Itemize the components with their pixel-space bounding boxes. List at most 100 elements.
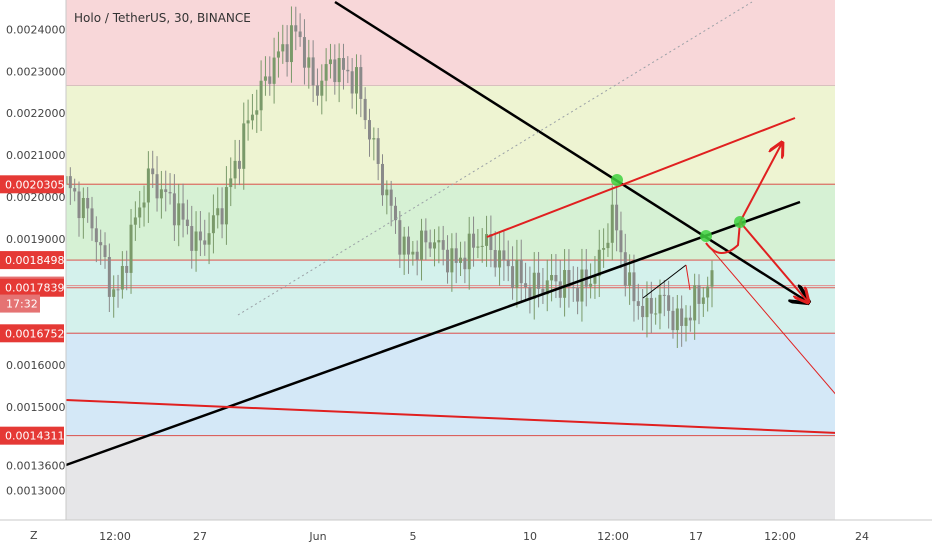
candle-body bbox=[242, 123, 246, 169]
candle-body bbox=[376, 138, 380, 164]
fib-zone bbox=[66, 184, 835, 261]
candle-body bbox=[632, 272, 636, 302]
candle-body bbox=[571, 287, 575, 289]
candle-body bbox=[554, 275, 558, 282]
candle-body bbox=[233, 160, 237, 179]
x-tick-label: 27 bbox=[193, 530, 207, 543]
bullish-arrow[interactable] bbox=[739, 143, 782, 223]
candle-body bbox=[68, 176, 72, 189]
candle-body bbox=[142, 202, 146, 208]
candle-body bbox=[593, 276, 597, 284]
price-tag[interactable] bbox=[0, 278, 64, 297]
price-tag-label: 0.0014311 bbox=[5, 430, 65, 443]
candle-body bbox=[658, 294, 662, 314]
candle-body bbox=[576, 287, 580, 302]
candle-body bbox=[298, 31, 302, 38]
candle-body bbox=[294, 25, 298, 32]
candle-body bbox=[181, 203, 185, 220]
red-channel-line[interactable] bbox=[486, 117, 796, 238]
candle-body bbox=[116, 289, 120, 291]
candle-body bbox=[263, 76, 267, 81]
ascending-support-trendline[interactable] bbox=[65, 200, 801, 467]
candle-body bbox=[272, 57, 276, 84]
countdown-label: 17:32 bbox=[6, 298, 38, 311]
candle-body bbox=[385, 189, 389, 196]
axis-scale-button[interactable]: Z bbox=[30, 529, 38, 542]
red-long-trendline[interactable] bbox=[65, 399, 932, 438]
candle-body bbox=[337, 58, 341, 83]
candle-body bbox=[367, 120, 371, 140]
candle-body bbox=[433, 242, 437, 249]
candle-body bbox=[489, 234, 493, 250]
touch-point-marker[interactable] bbox=[611, 174, 623, 186]
y-tick-label: 0.0020000 bbox=[6, 191, 66, 204]
y-tick-label: 0.0015000 bbox=[6, 401, 66, 414]
candle-body bbox=[589, 283, 593, 287]
candle-body bbox=[354, 67, 358, 94]
candle-body bbox=[675, 308, 679, 331]
candle-body bbox=[459, 257, 463, 263]
candle-body bbox=[324, 64, 328, 81]
candle-body bbox=[211, 215, 215, 234]
candle-body bbox=[185, 219, 189, 227]
candle-body bbox=[437, 240, 441, 243]
candle-body bbox=[537, 272, 541, 289]
candle-body bbox=[645, 297, 649, 318]
candle-body bbox=[289, 25, 293, 63]
candle-body bbox=[307, 57, 311, 68]
price-tag[interactable] bbox=[0, 324, 64, 343]
candle-body bbox=[86, 197, 90, 209]
candle-body bbox=[320, 80, 324, 96]
price-tag[interactable] bbox=[0, 175, 64, 194]
candle-body bbox=[164, 189, 168, 193]
price-tag[interactable] bbox=[0, 251, 64, 270]
candle-body bbox=[133, 217, 137, 225]
candle-body bbox=[615, 204, 619, 231]
price-tag[interactable] bbox=[0, 426, 64, 445]
candle-body bbox=[567, 270, 571, 288]
candle-body bbox=[125, 265, 129, 273]
candle-body bbox=[216, 208, 220, 216]
candle-body bbox=[532, 272, 536, 299]
candle-body bbox=[545, 280, 549, 295]
touch-point-marker[interactable] bbox=[734, 216, 746, 228]
candle-body bbox=[73, 188, 77, 192]
price-tag-label: 0.0020305 bbox=[5, 178, 65, 191]
candle-body bbox=[268, 76, 272, 84]
candle-body bbox=[129, 224, 133, 273]
candle-body bbox=[480, 245, 484, 247]
candle-body bbox=[628, 272, 632, 286]
candle-body bbox=[415, 251, 419, 260]
candle-body bbox=[194, 231, 198, 251]
candle-body bbox=[350, 71, 354, 94]
candle-body bbox=[77, 191, 81, 219]
candle-body bbox=[667, 295, 671, 311]
candle-body bbox=[684, 317, 688, 326]
countdown-tag bbox=[0, 294, 40, 313]
candle-body bbox=[315, 85, 319, 96]
candle-body bbox=[706, 286, 710, 298]
candle-body bbox=[398, 220, 402, 255]
touch-point-marker[interactable] bbox=[700, 230, 712, 242]
candle-body bbox=[224, 187, 228, 225]
candle-body bbox=[411, 251, 415, 255]
candle-body bbox=[524, 283, 528, 288]
candle-body bbox=[81, 197, 85, 219]
candle-body bbox=[515, 259, 519, 288]
candle-body bbox=[380, 163, 384, 196]
candle-body bbox=[389, 189, 393, 206]
x-tick-label: 24 bbox=[855, 530, 869, 543]
candle-body bbox=[155, 174, 159, 199]
candle-body bbox=[710, 270, 714, 287]
candle-body bbox=[159, 189, 163, 199]
candle-body bbox=[220, 208, 224, 225]
bearish-arrow[interactable] bbox=[739, 221, 808, 302]
future-area bbox=[835, 0, 932, 520]
candle-body bbox=[394, 205, 398, 221]
candle-body bbox=[693, 285, 697, 321]
candle-body bbox=[671, 310, 675, 331]
candle-body bbox=[597, 249, 601, 277]
candle-body bbox=[246, 120, 250, 124]
